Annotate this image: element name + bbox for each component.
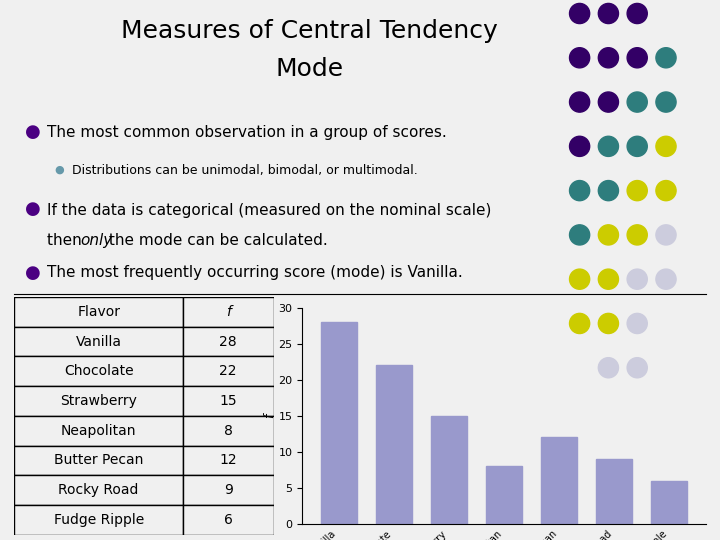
- Text: ●: ●: [25, 264, 41, 282]
- Text: Fudge Ripple: Fudge Ripple: [53, 513, 144, 526]
- Text: Strawberry: Strawberry: [60, 394, 137, 408]
- Bar: [14, 505, 183, 535]
- Text: ●: ●: [25, 200, 41, 218]
- Text: Distributions can be unimodal, bimodal, or multimodal.: Distributions can be unimodal, bimodal, …: [72, 164, 418, 177]
- Bar: [183, 327, 274, 356]
- Text: Mode: Mode: [276, 57, 343, 80]
- Bar: [320, 322, 356, 524]
- Text: 8: 8: [224, 424, 233, 437]
- Bar: [14, 475, 183, 505]
- Bar: [541, 437, 577, 524]
- Text: Vanilla: Vanilla: [76, 335, 122, 348]
- Text: ●: ●: [25, 123, 41, 141]
- Text: If the data is categorical (measured on the nominal scale): If the data is categorical (measured on …: [47, 203, 491, 218]
- Text: 28: 28: [220, 335, 237, 348]
- Text: The most frequently occurring score (mode) is Vanilla.: The most frequently occurring score (mod…: [47, 265, 462, 280]
- Bar: [652, 481, 688, 524]
- Bar: [596, 459, 632, 524]
- Bar: [183, 505, 274, 535]
- Bar: [376, 366, 412, 524]
- Bar: [183, 297, 274, 327]
- Text: 12: 12: [220, 454, 237, 467]
- Text: Rocky Road: Rocky Road: [58, 483, 139, 497]
- Bar: [14, 386, 183, 416]
- Bar: [183, 386, 274, 416]
- Text: Butter Pecan: Butter Pecan: [54, 454, 143, 467]
- Text: Neapolitan: Neapolitan: [61, 424, 136, 437]
- Text: Measures of Central Tendency: Measures of Central Tendency: [121, 19, 498, 43]
- Text: 9: 9: [224, 483, 233, 497]
- Bar: [183, 475, 274, 505]
- Bar: [183, 416, 274, 446]
- Text: the mode can be calculated.: the mode can be calculated.: [104, 233, 328, 248]
- Bar: [14, 356, 183, 386]
- Y-axis label: f: f: [263, 414, 276, 418]
- Text: Chocolate: Chocolate: [64, 364, 133, 378]
- Bar: [14, 327, 183, 356]
- Text: ●: ●: [54, 165, 64, 175]
- Bar: [183, 446, 274, 475]
- Text: 15: 15: [220, 394, 237, 408]
- Bar: [486, 466, 522, 524]
- Bar: [183, 356, 274, 386]
- Bar: [431, 416, 467, 524]
- Text: Flavor: Flavor: [77, 305, 120, 319]
- Text: 22: 22: [220, 364, 237, 378]
- Text: then: then: [47, 233, 86, 248]
- Text: f: f: [226, 305, 230, 319]
- Bar: [14, 446, 183, 475]
- Text: only: only: [81, 233, 113, 248]
- Text: The most common observation in a group of scores.: The most common observation in a group o…: [47, 125, 446, 140]
- Bar: [14, 297, 183, 327]
- Bar: [14, 416, 183, 446]
- Text: 6: 6: [224, 513, 233, 526]
